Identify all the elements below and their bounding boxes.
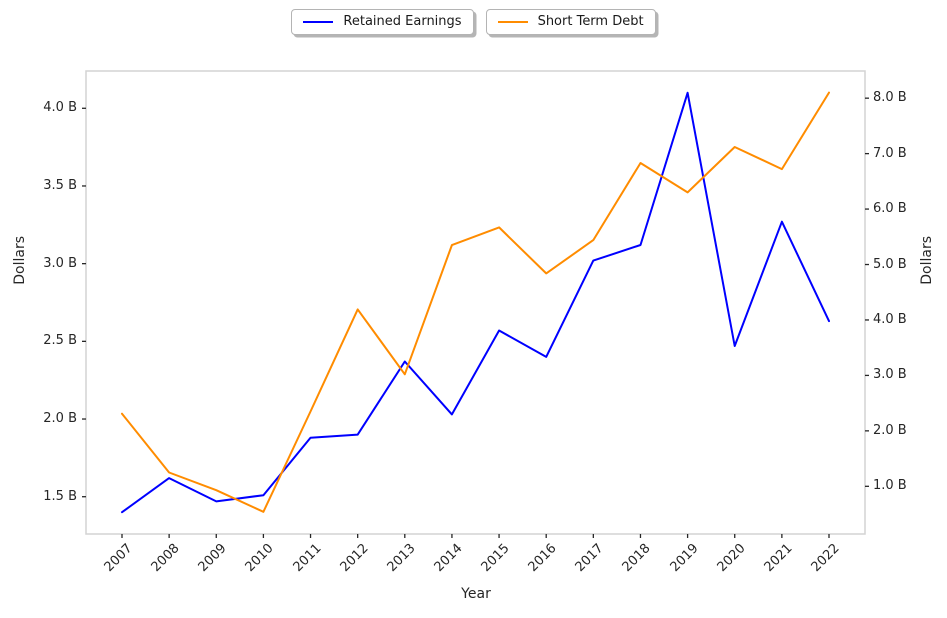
legend: Retained Earnings Short Term Debt bbox=[0, 9, 947, 35]
legend-label-retained-earnings: Retained Earnings bbox=[343, 14, 462, 29]
x-axis-title: Year bbox=[461, 586, 491, 602]
series-line-short-term-debt bbox=[121, 91, 830, 513]
left-y-tick-label: 1.5 B bbox=[43, 488, 77, 504]
left-y-tick-label: 2.5 B bbox=[43, 333, 77, 349]
right-y-tick-label: 3.0 B bbox=[873, 367, 907, 383]
right-y-tick-label: 8.0 B bbox=[873, 90, 907, 106]
right-y-tick-label: 7.0 B bbox=[873, 145, 907, 161]
right-y-tick-label: 5.0 B bbox=[873, 256, 907, 272]
legend-label-short-term-debt: Short Term Debt bbox=[537, 14, 644, 29]
left-y-tick-label: 4.0 B bbox=[43, 100, 77, 116]
right-y-tick-label: 1.0 B bbox=[873, 478, 907, 494]
series-line-retained-earnings bbox=[121, 91, 830, 514]
left-y-tick-label: 3.5 B bbox=[43, 177, 77, 193]
left-y-tick-label: 3.0 B bbox=[43, 255, 77, 271]
right-y-axis-title: Dollars bbox=[919, 236, 935, 285]
right-y-tick-label: 6.0 B bbox=[873, 201, 907, 217]
legend-item-retained-earnings: Retained Earnings bbox=[291, 9, 474, 35]
legend-item-short-term-debt: Short Term Debt bbox=[485, 9, 656, 35]
right-y-tick-label: 2.0 B bbox=[873, 422, 907, 438]
left-y-tick-label: 2.0 B bbox=[43, 411, 77, 427]
short-term-debt-line-swatch-icon bbox=[497, 20, 528, 23]
plot-frame bbox=[85, 70, 866, 535]
left-y-axis-title: Dollars bbox=[12, 236, 28, 285]
retained-earnings-line-swatch-icon bbox=[303, 20, 334, 23]
right-y-tick-label: 4.0 B bbox=[873, 311, 907, 327]
